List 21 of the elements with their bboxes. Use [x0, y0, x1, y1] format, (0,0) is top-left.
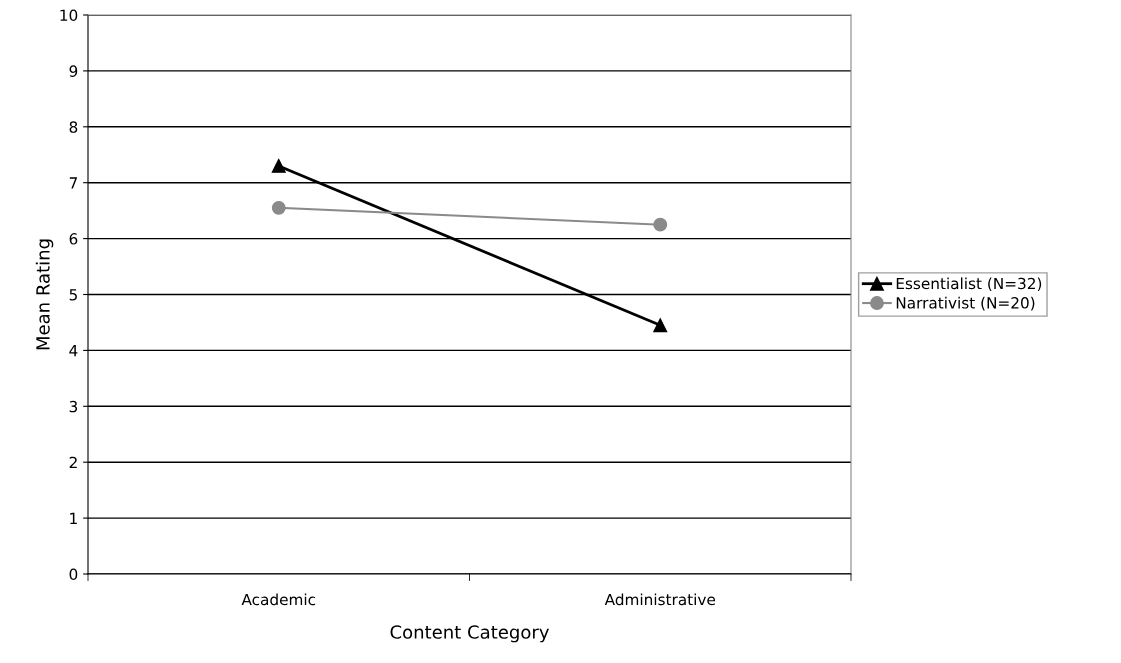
- x-tick-label: Academic: [241, 593, 316, 606]
- y-tick-label: 9: [69, 65, 78, 77]
- point: [653, 318, 668, 333]
- legend-label: Essentialist (N=32): [896, 277, 1042, 292]
- legend-label: Narrativist (N=20): [896, 296, 1035, 311]
- y-tick-label: 1: [70, 512, 77, 524]
- y-tick-label: 5: [69, 289, 77, 301]
- y-tick-label: 0: [69, 568, 78, 581]
- y-tick-label: 8: [69, 121, 78, 133]
- point: [653, 217, 668, 232]
- point: [271, 158, 286, 173]
- x-axis-title: Content Category: [390, 625, 549, 643]
- x-tick-label: Administrative: [604, 593, 716, 606]
- y-tick-label: 2: [69, 456, 77, 468]
- y-tick-label: 6: [69, 233, 78, 245]
- y-tick-label: 3: [69, 400, 78, 413]
- y-tick-label: 4: [69, 345, 78, 357]
- y-tick-label: 10: [60, 9, 78, 22]
- y-axis-title: Mean Rating: [35, 239, 54, 350]
- point: [271, 200, 286, 215]
- y-tick-label: 7: [69, 177, 77, 189]
